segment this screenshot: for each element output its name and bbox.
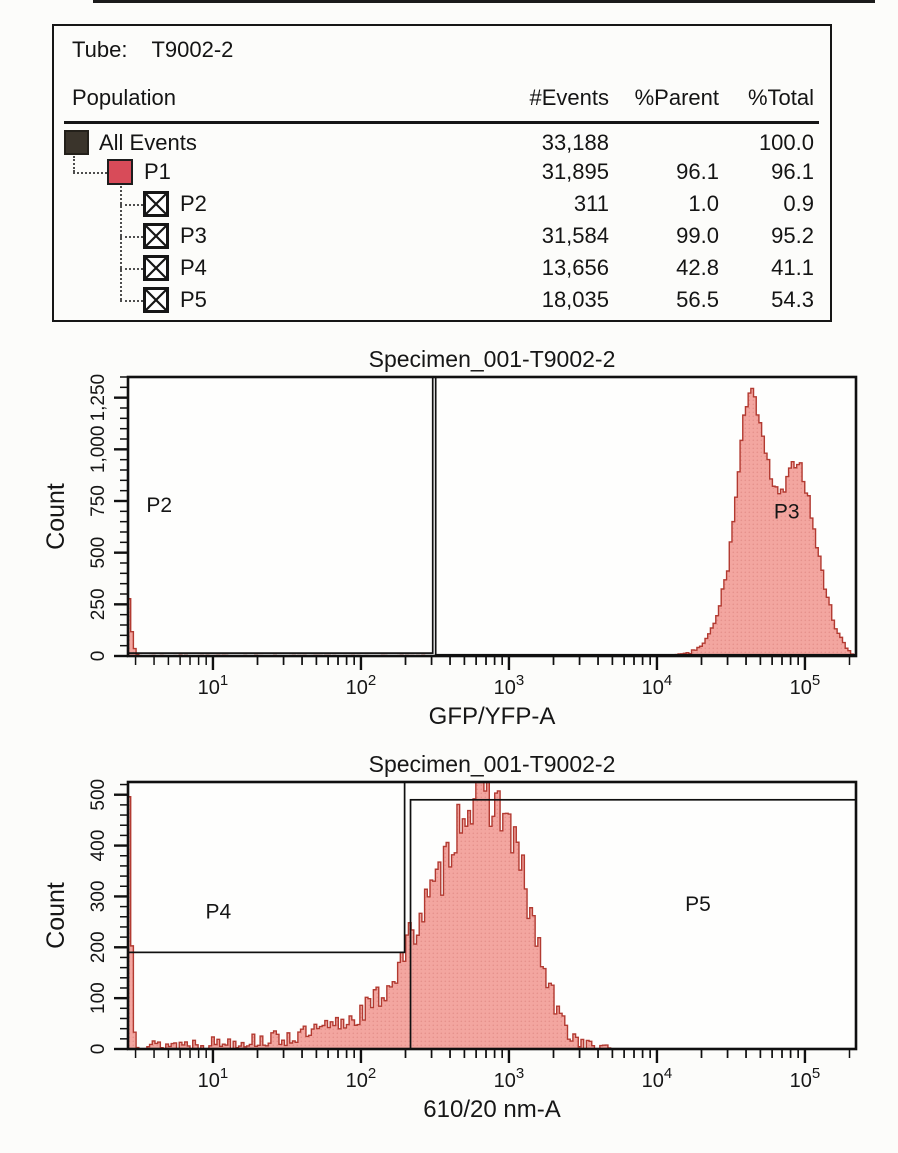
y-tick-label: 200: [88, 931, 109, 963]
header-rule: [64, 121, 819, 124]
y-axis-title: Count: [42, 483, 70, 550]
x-tick-label: 104: [642, 672, 673, 699]
y-tick-label: 500: [88, 779, 109, 811]
all-events-icon: [64, 130, 89, 155]
population-name: All Events: [99, 130, 197, 155]
population-events: 311: [573, 191, 609, 216]
population-events: 13,656: [541, 255, 609, 280]
tree-connector: [120, 236, 143, 238]
crossed-box-icon: [143, 191, 169, 217]
histogram-gfp-yfp: 101 102 103 104 105 GFP/YFP-A 0 250 500 750 1,000 1…: [42, 346, 858, 730]
population-name: P3: [180, 223, 207, 248]
x-tick-label: 104: [642, 1065, 673, 1092]
scan-edge-artifact: [93, 0, 875, 3]
y-tick-label: 100: [88, 982, 109, 1014]
gate-label-P5: P5: [685, 893, 711, 916]
y-tick-label: 750: [88, 485, 109, 517]
y-tick-label: 250: [88, 588, 109, 620]
x-tick-label: 102: [346, 672, 377, 699]
y-axis: 0 250 500 750 1,000 1,250: [88, 374, 128, 661]
population-pct-parent: 56.5: [676, 287, 719, 312]
y-tick-label: 0: [88, 1044, 109, 1055]
y-tick-label: 400: [88, 830, 109, 862]
y-tick-label: 0: [88, 651, 109, 662]
x-axis: 101 102 103 104 105: [134, 656, 851, 699]
x-tick-label: 101: [198, 1065, 229, 1092]
y-tick-label: 300: [88, 881, 109, 913]
population-pct-parent: 96.1: [676, 159, 719, 184]
column-header-parent: %Parent: [634, 85, 719, 110]
tree-connector: [120, 186, 122, 300]
x-tick-label: 101: [198, 672, 229, 699]
gate-P5: [409, 798, 857, 1050]
population-events: 18,035: [541, 287, 609, 312]
population-pct-total: 96.1: [771, 159, 814, 184]
y-axis: 0 100 200 300 400 500: [88, 779, 128, 1054]
gate-P4: [127, 781, 406, 954]
population-name: P5: [180, 287, 207, 312]
population-pct-total: 100.0: [758, 130, 814, 155]
tube-line: Tube: T9002-2: [72, 37, 233, 63]
crossed-box-icon: [143, 255, 169, 281]
tree-connector: [120, 300, 143, 302]
population-name: P4: [180, 255, 207, 280]
population-pct-parent: 99.0: [676, 223, 719, 248]
x-tick-label: 103: [494, 1065, 525, 1092]
column-header-population: Population: [72, 85, 176, 110]
column-header-events: #Events: [529, 85, 610, 110]
tree-connector: [120, 268, 143, 270]
population-events: 31,895: [541, 159, 609, 184]
x-axis-title: GFP/YFP-A: [429, 703, 556, 730]
column-header-total: %Total: [747, 85, 814, 110]
gate-P3: [434, 376, 857, 656]
tube-value: T9002-2: [151, 37, 234, 62]
crossed-box-icon: [143, 223, 169, 249]
x-tick-label: 105: [790, 672, 821, 699]
gate-label-P3: P3: [774, 500, 800, 523]
x-tick-label: 102: [346, 1065, 377, 1092]
tree-connector: [73, 156, 75, 172]
x-axis: 101 102 103 104 105: [134, 1049, 851, 1092]
population-pct-total: 54.3: [771, 287, 814, 312]
chart-title: Specimen_001-T9002-2: [369, 751, 616, 777]
x-tick-label: 103: [494, 672, 525, 699]
x-axis-title: 610/20 nm-A: [423, 1096, 560, 1123]
chart-title: Specimen_001-T9002-2: [369, 346, 616, 372]
y-tick-label: 1,000: [88, 426, 109, 474]
gate-P2: [127, 376, 434, 654]
y-tick-label: 1,250: [88, 374, 109, 422]
y-axis-title: Count: [42, 882, 70, 949]
population-statistics-panel: Tube: T9002-2 Population #Events %Parent …: [52, 24, 832, 322]
population-pct-total: 0.9: [783, 191, 814, 216]
population-pct-parent: 1.0: [688, 191, 719, 216]
population-color-icon: [107, 159, 133, 185]
population-events: 33,188: [541, 130, 609, 155]
crossed-box-icon: [143, 287, 169, 313]
y-tick-label: 500: [88, 537, 109, 569]
population-pct-total: 41.1: [771, 255, 814, 280]
x-tick-label: 105: [790, 1065, 821, 1092]
histogram-610-20nm: 101 102 103 104 105 610/20 nm-A 0 100 200 300 400 5…: [42, 751, 858, 1123]
population-name: P1: [144, 159, 171, 184]
population-events: 31,584: [541, 223, 609, 248]
population-pct-parent: 42.8: [676, 255, 719, 280]
tree-connector: [120, 204, 143, 206]
tube-label: Tube:: [72, 37, 128, 62]
gate-label-P2: P2: [146, 494, 172, 517]
population-pct-total: 95.2: [771, 223, 814, 248]
tree-connector: [73, 172, 107, 174]
gate-label-P4: P4: [206, 901, 232, 924]
population-name: P2: [180, 191, 207, 216]
